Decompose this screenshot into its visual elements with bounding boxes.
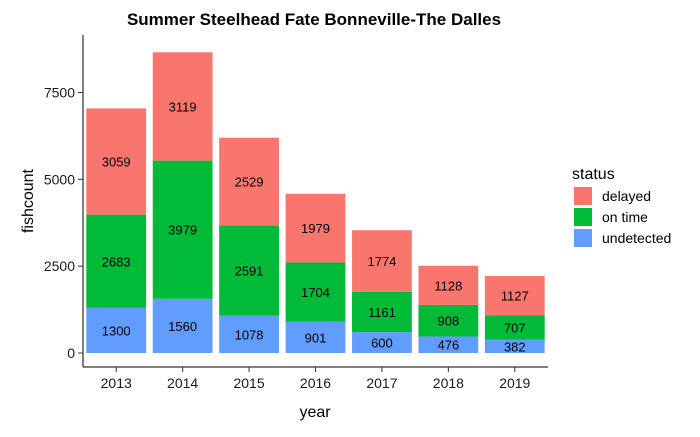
bar-label-undetected-2015: 1078: [235, 327, 264, 342]
x-tick-label-2017: 2017: [366, 375, 397, 391]
bar-segment-on-time-2017: [352, 291, 412, 333]
bar-label-undetected-2018: 476: [438, 338, 460, 353]
bar-segment-undetected-2015: [219, 315, 279, 353]
bar-label-on-time-2019: 707: [504, 320, 526, 335]
y-tick-label-5000: 5000: [44, 171, 75, 187]
bar-label-undetected-2013: 1300: [102, 323, 131, 338]
bar-label-undetected-2019: 382: [504, 339, 526, 354]
bar-label-undetected-2017: 600: [371, 336, 393, 351]
bar-segment-delayed-2013: [86, 108, 147, 215]
bar-label-delayed-2019: 1127: [501, 289, 529, 304]
y-tick-label-7500: 7500: [44, 85, 75, 101]
legend-label-undetected: undetected: [602, 230, 671, 246]
bar-segment-undetected-2018: [418, 336, 479, 353]
bar-label-on-time-2014: 3979: [168, 223, 197, 238]
chart-title: Summer Steelhead Fate Bonneville-The Dal…: [127, 10, 501, 29]
bar-segment-on-time-2014: [152, 160, 213, 299]
legend-label-on-time: on time: [602, 209, 648, 225]
bar-label-delayed-2018: 1128: [434, 278, 462, 293]
x-axis-ticks: 2013 2014 2015 2016 2017 2018 2019: [101, 367, 531, 391]
bar-segment-undetected-2017: [352, 332, 412, 353]
bar-label-delayed-2016: 1979: [301, 221, 330, 236]
legend-swatch-undetected: [574, 229, 592, 247]
bar-label-on-time-2018: 908: [438, 314, 460, 329]
x-tick-label-2016: 2016: [300, 375, 331, 391]
bar-label-on-time-2016: 1704: [301, 285, 330, 300]
bar-segment-delayed-2017: [352, 230, 412, 292]
bar-label-delayed-2017: 1774: [367, 254, 396, 269]
bar-label-delayed-2015: 2529: [235, 175, 264, 190]
bar-segment-delayed-2016: [285, 193, 346, 263]
bar-segment-delayed-2019: [484, 276, 545, 316]
bar-segment-on-time-2015: [219, 225, 279, 316]
x-tick-label-2019: 2019: [499, 375, 530, 391]
x-axis-title: year: [299, 404, 331, 421]
legend-items: delayed on time undetected: [574, 187, 671, 247]
y-axis-title: fishcount: [20, 168, 37, 233]
bar-label-on-time-2013: 2683: [102, 254, 131, 269]
bar-label-on-time-2015: 2591: [235, 264, 264, 279]
legend-label-delayed: delayed: [602, 188, 651, 204]
x-tick-label-2014: 2014: [167, 375, 198, 391]
bar-segment-undetected-2013: [86, 307, 147, 353]
bar-segment-undetected-2019: [484, 339, 545, 353]
x-tick-label-2015: 2015: [233, 375, 264, 391]
bar-label-delayed-2014: 3119: [169, 99, 197, 114]
bar-label-on-time-2017: 1161: [368, 305, 396, 320]
bar-segment-undetected-2016: [285, 321, 346, 353]
y-tick-label-2500: 2500: [44, 258, 75, 274]
y-tick-label-0: 0: [67, 345, 75, 361]
legend: status delayed on time undetected: [572, 166, 671, 247]
x-tick-label-2018: 2018: [433, 375, 464, 391]
bar-segment-delayed-2015: [219, 137, 279, 226]
bar-segment-on-time-2019: [484, 315, 545, 340]
y-axis-ticks: 0 2500 5000 7500: [44, 85, 83, 361]
bar-label-undetected-2016: 901: [305, 330, 327, 345]
bar-segment-delayed-2018: [418, 265, 479, 305]
bar-segment-undetected-2014: [152, 298, 213, 353]
bar-label-undetected-2014: 1560: [168, 319, 197, 334]
bar-label-delayed-2013: 3059: [102, 155, 131, 170]
bar-segment-delayed-2014: [152, 52, 213, 161]
bar-segment-on-time-2016: [285, 262, 346, 322]
legend-title: status: [572, 166, 615, 183]
x-tick-label-2013: 2013: [101, 375, 132, 391]
bar-segment-on-time-2013: [86, 214, 147, 308]
bar-segment-on-time-2018: [418, 304, 479, 337]
legend-swatch-on-time: [574, 208, 592, 226]
plot-area: 1300 2683 3059 1560 3979 3119 1078 2591 2529 901 1…: [86, 52, 545, 354]
legend-swatch-delayed: [574, 187, 592, 205]
